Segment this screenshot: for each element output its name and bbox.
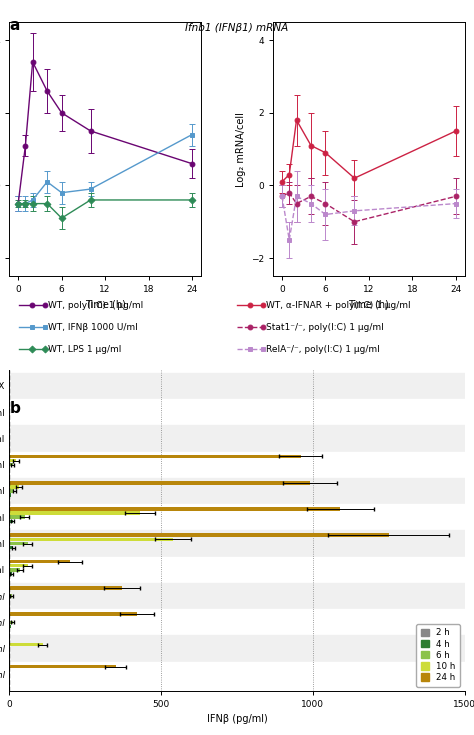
Bar (9, 583, 465, 609)
Text: a: a (9, 18, 20, 33)
Bar (9, 463, 12, 467)
Bar (9, 451, 465, 478)
Bar (9, 531, 465, 556)
Text: WT, α-IFNAR + poly(I:C) 1 μg/ml: WT, α-IFNAR + poly(I:C) 1 μg/ml (266, 301, 411, 309)
Bar (9, 586, 122, 589)
X-axis label: Time (h): Time (h) (85, 300, 126, 309)
Text: b: b (9, 401, 20, 415)
Bar (9, 595, 12, 598)
Bar (9, 373, 465, 399)
Bar (9, 636, 465, 662)
Bar (9, 620, 12, 624)
Bar (9, 455, 301, 458)
X-axis label: Time (h): Time (h) (348, 300, 389, 309)
Bar (9, 504, 465, 531)
Bar (9, 507, 340, 511)
Bar (9, 572, 12, 576)
Text: WT, LPS 1 μg/ml: WT, LPS 1 μg/ml (48, 345, 122, 354)
Bar (9, 467, 10, 470)
Bar (9, 459, 16, 462)
Bar (9, 568, 20, 572)
Text: Ifnb1 (IFNβ1) mRNA: Ifnb1 (IFNβ1) mRNA (185, 23, 289, 33)
Bar (9, 485, 18, 489)
Bar (9, 598, 10, 602)
Bar (9, 493, 11, 497)
Bar (9, 665, 116, 669)
Legend: 2 h, 4 h, 6 h, 10 h, 24 h: 2 h, 4 h, 6 h, 10 h, 24 h (416, 624, 460, 686)
Bar (9, 612, 137, 616)
Bar (9, 534, 389, 537)
Y-axis label: Log₂ mRNA/cell: Log₂ mRNA/cell (236, 112, 246, 187)
Bar (9, 542, 27, 545)
Bar (9, 662, 465, 688)
Bar (9, 537, 173, 541)
Bar (9, 625, 11, 628)
Text: RelA⁻/⁻, poly(I:C) 1 μg/ml: RelA⁻/⁻, poly(I:C) 1 μg/ml (266, 345, 380, 354)
Bar (9, 546, 13, 550)
Bar (9, 478, 465, 504)
Bar (9, 515, 25, 519)
Bar (9, 642, 43, 646)
Text: WT, IFNβ 1000 U/ml: WT, IFNβ 1000 U/ml (48, 323, 138, 331)
Text: Stat1⁻/⁻, poly(I:C) 1 μg/ml: Stat1⁻/⁻, poly(I:C) 1 μg/ml (266, 323, 384, 331)
Bar (9, 609, 465, 636)
Bar (9, 520, 12, 523)
Bar (9, 426, 465, 451)
Text: WT, poly(I:C) 1 μg/ml: WT, poly(I:C) 1 μg/ml (48, 301, 144, 309)
Bar (9, 490, 14, 492)
Bar (9, 481, 310, 484)
Bar (9, 512, 140, 515)
X-axis label: IFNβ (pg/ml): IFNβ (pg/ml) (207, 714, 267, 725)
Bar (9, 399, 465, 426)
Bar (9, 564, 27, 567)
Bar (9, 560, 70, 563)
Bar (9, 556, 465, 583)
